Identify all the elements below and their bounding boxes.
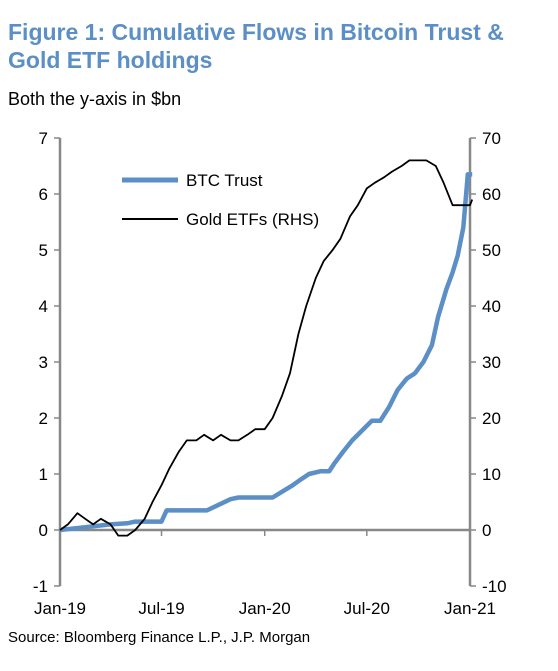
x-tick-label: Jan-20: [239, 599, 291, 618]
left-tick-label: 7: [39, 129, 48, 148]
series-layer: [59, 159, 474, 537]
left-tick-label: 1: [39, 465, 48, 484]
right-tick-label: 30: [482, 353, 501, 372]
left-tick-label: 0: [39, 521, 48, 540]
legend-label-btc-trust: BTC Trust: [186, 171, 263, 190]
right-tick-label: 50: [482, 241, 501, 260]
chart-source: Source: Bloomberg Finance L.P., J.P. Mor…: [8, 629, 311, 646]
x-tick-label: Jan-21: [444, 599, 496, 618]
left-tick-label: -1: [33, 577, 48, 596]
left-tick-label: 5: [39, 241, 48, 260]
left-tick-label: 4: [39, 297, 48, 316]
x-tick-label: Jul-20: [344, 599, 390, 618]
series-line-btc-trust: [59, 172, 473, 533]
x-tick-label: Jan-19: [34, 599, 86, 618]
right-tick-label: 70: [482, 129, 501, 148]
right-tick-label: -10: [482, 577, 507, 596]
series-line-gold-etfs: [59, 159, 474, 537]
right-tick-label: 0: [482, 521, 491, 540]
chart-subtitle: Both the y-axis in $bn: [8, 89, 182, 109]
right-tick-label: 60: [482, 185, 501, 204]
right-tick-label: 40: [482, 297, 501, 316]
legend-label-gold-etfs: Gold ETFs (RHS): [186, 210, 319, 229]
x-tick-label: Jul-19: [138, 599, 184, 618]
right-tick-label: 10: [482, 465, 501, 484]
left-tick-label: 2: [39, 409, 48, 428]
chart-title: Figure 1: Cumulative Flows in Bitcoin Tr…: [8, 19, 504, 73]
left-tick-label: 6: [39, 185, 48, 204]
left-tick-label: 3: [39, 353, 48, 372]
right-tick-label: 20: [482, 409, 501, 428]
chart-legend: BTC Trust Gold ETFs (RHS): [122, 171, 319, 229]
